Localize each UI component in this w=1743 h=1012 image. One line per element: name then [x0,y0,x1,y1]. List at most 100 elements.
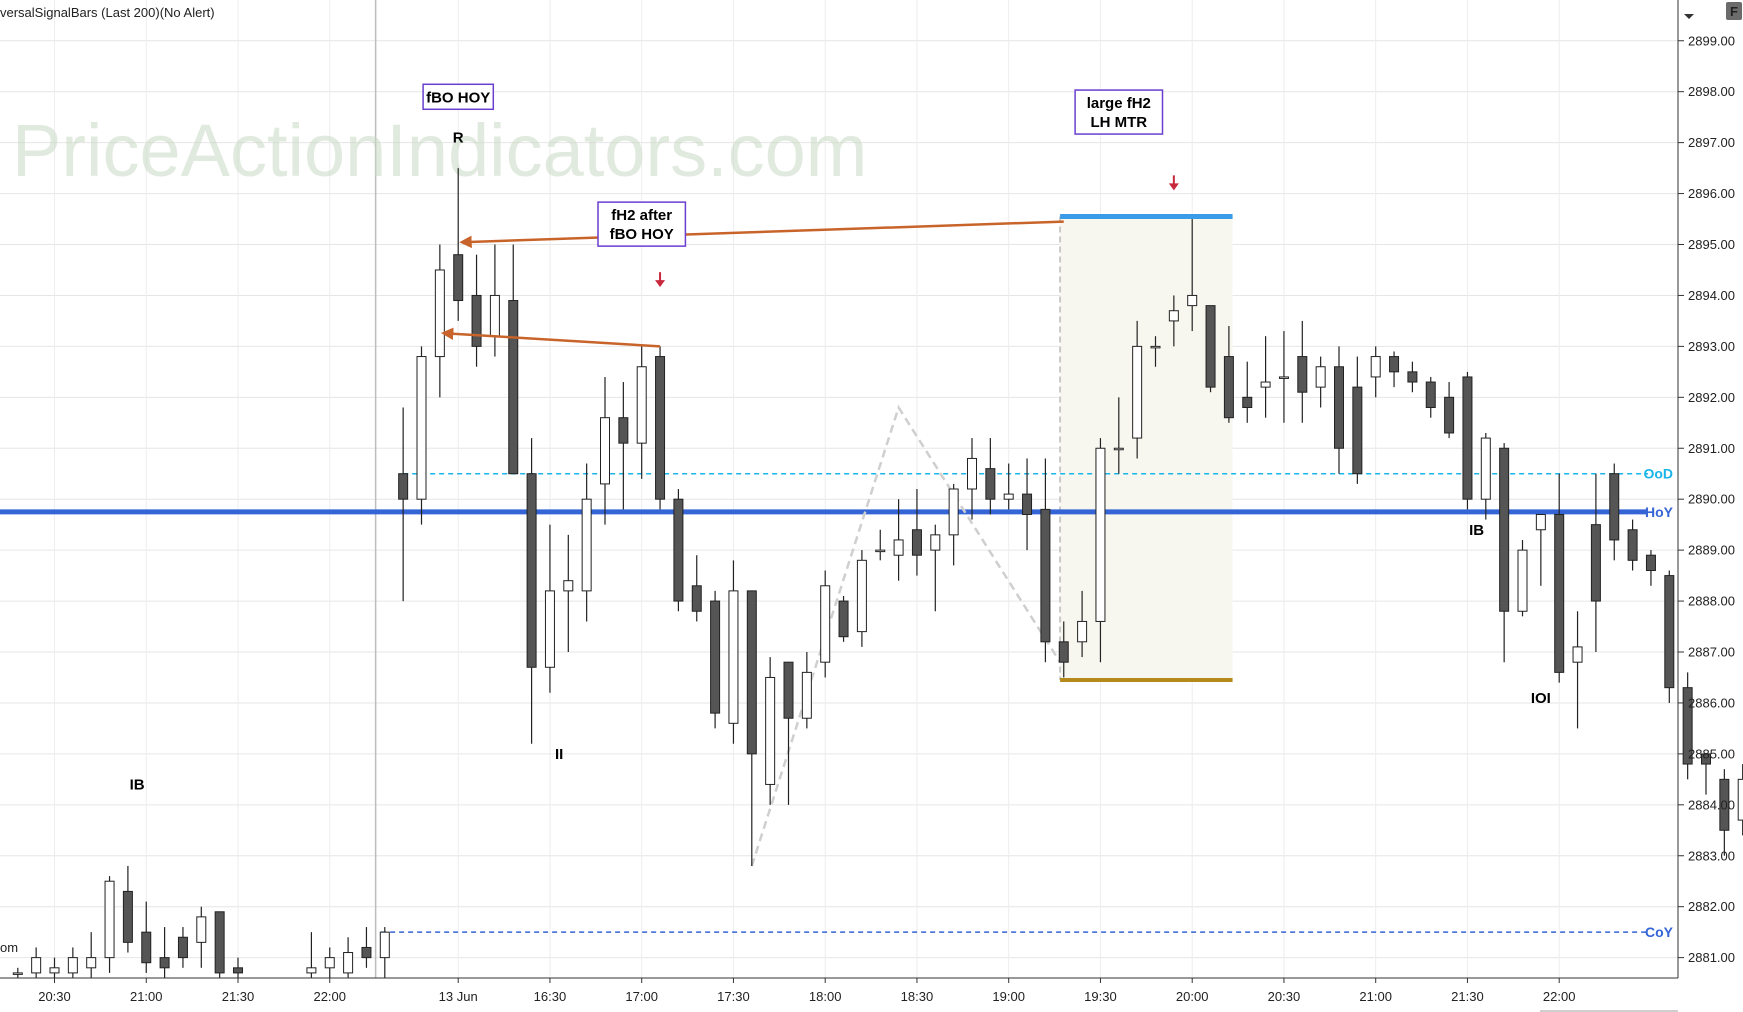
candle[interactable] [673,489,684,612]
candle[interactable] [893,499,904,581]
candle[interactable] [636,346,647,479]
candle[interactable] [1334,346,1344,474]
candle[interactable] [86,932,97,978]
candle[interactable] [416,346,427,525]
candle[interactable] [765,657,776,805]
candle[interactable] [1590,473,1601,652]
candle[interactable] [728,560,739,744]
candle[interactable] [710,590,721,729]
candle[interactable] [12,967,23,978]
candle[interactable] [508,244,519,475]
candle[interactable] [1719,769,1730,856]
candle[interactable] [177,927,188,968]
candle[interactable] [1260,336,1271,418]
candle[interactable] [434,244,445,398]
candle[interactable] [911,489,922,576]
corner-button[interactable]: F [1726,2,1742,20]
candle[interactable] [1058,621,1069,678]
candle[interactable] [1701,753,1711,795]
candle[interactable] [1242,361,1253,423]
candle[interactable] [1444,382,1455,439]
candle[interactable] [398,407,409,602]
candle[interactable] [691,555,702,622]
candle[interactable] [1168,295,1179,347]
candle[interactable] [471,254,482,367]
candle[interactable] [49,957,60,978]
candle[interactable] [1370,346,1381,398]
candles-layer[interactable] [12,168,1743,978]
candle[interactable] [1077,590,1088,658]
candle[interactable] [948,483,959,566]
candle[interactable] [1572,611,1583,729]
candle[interactable] [526,438,537,744]
candle[interactable] [544,524,555,693]
candle[interactable] [306,932,317,978]
candle[interactable] [967,438,977,520]
candle[interactable] [31,947,42,978]
candle[interactable] [856,550,867,647]
candle[interactable] [67,947,78,978]
candle[interactable] [104,876,115,973]
candle[interactable] [1297,320,1308,423]
candle[interactable] [600,376,610,525]
candle[interactable] [1003,463,1014,510]
candle-body-down [141,931,152,964]
candle[interactable] [1664,570,1675,703]
candle[interactable] [1040,458,1051,663]
candle[interactable] [1627,519,1638,571]
candle[interactable] [1682,672,1693,780]
candle[interactable] [820,570,831,678]
horizontal-scrollbar[interactable] [1540,1010,1678,1012]
candle[interactable] [196,906,207,968]
candle[interactable] [233,957,243,978]
axis-menu-caret-icon[interactable] [1684,14,1694,19]
candle[interactable] [1554,473,1565,683]
candle[interactable] [1113,397,1124,474]
candle[interactable] [1187,219,1198,332]
candle[interactable] [1150,336,1161,367]
candle[interactable] [1389,351,1400,388]
candle[interactable] [985,438,996,515]
candle-body-up [343,952,354,974]
candle[interactable] [1022,458,1033,551]
candle[interactable] [1132,320,1143,459]
candle[interactable] [324,947,335,978]
candle[interactable] [1315,356,1326,408]
candle[interactable] [1499,443,1510,663]
candle[interactable] [361,927,372,968]
candle[interactable] [1223,326,1234,423]
candle[interactable] [1425,376,1436,418]
candle[interactable] [1535,513,1546,586]
corner-button-bg[interactable] [1726,2,1742,20]
y-tick-label: 2894.00 [1688,288,1735,303]
candle[interactable] [655,346,666,510]
candle[interactable] [1517,539,1528,617]
candle[interactable] [122,865,133,953]
candle[interactable] [930,524,941,612]
candle[interactable] [838,595,849,642]
candle[interactable] [214,911,225,978]
candle[interactable] [379,927,390,978]
candle[interactable] [801,652,812,729]
candle[interactable] [1645,550,1656,586]
candle[interactable] [875,529,886,561]
candle[interactable] [1095,438,1106,663]
candle[interactable] [746,590,757,866]
candle[interactable] [1352,356,1363,484]
candle[interactable] [1462,371,1473,510]
candle[interactable] [343,937,354,978]
candle[interactable] [563,534,574,652]
candle[interactable] [1609,463,1620,561]
candle[interactable] [1407,361,1418,393]
candle[interactable] [141,901,152,973]
candle[interactable] [453,168,464,321]
candle[interactable] [783,661,794,805]
candle[interactable] [1480,432,1491,520]
candle[interactable] [1205,305,1216,393]
candle[interactable] [618,382,629,510]
candle[interactable] [1278,331,1289,423]
candle[interactable] [581,463,592,622]
candle[interactable] [159,927,170,978]
